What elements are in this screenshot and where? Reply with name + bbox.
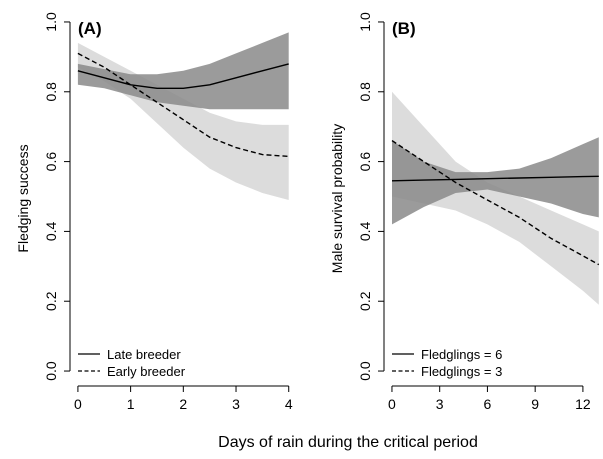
confidence-band-a-0 [77, 32, 289, 110]
legend-label-a-1: Early breeder [107, 364, 186, 379]
legend-label-a-0: Late breeder [107, 347, 181, 362]
y-axis-title-a: Fledging success [15, 144, 31, 252]
y-tick-label-a-1: 0.2 [43, 291, 59, 311]
x-tick-label-a-0: 0 [74, 396, 82, 412]
legend-label-b-1: Fledglings = 3 [421, 364, 502, 379]
y-tick-label-b-0: 0.0 [357, 361, 373, 381]
x-tick-label-a-3: 3 [232, 396, 240, 412]
y-tick-label-a-2: 0.4 [43, 221, 59, 241]
y-axis-title-b: Male survival probability [329, 124, 345, 273]
series-line-a-1 [77, 52, 289, 158]
x-tick-label-b-1: 3 [436, 396, 444, 412]
legend-label-b-0: Fledglings = 6 [421, 347, 502, 362]
y-tick-label-a-3: 0.6 [43, 152, 59, 172]
series-line-b-1 [391, 140, 600, 266]
y-tick-label-a-5: 1.0 [43, 12, 59, 32]
panel-label-b: (B) [392, 19, 416, 38]
x-tick-label-b-2: 6 [484, 396, 492, 412]
confidence-band-b-1 [392, 91, 599, 305]
x-tick-label-a-1: 1 [127, 396, 135, 412]
x-tick-label-b-4: 12 [575, 396, 591, 412]
x-tick-label-a-4: 4 [285, 396, 293, 412]
x-tick-label-b-3: 9 [531, 396, 539, 412]
y-tick-label-a-4: 0.8 [43, 82, 59, 102]
shared-x-axis-label: Days of rain during the critical period [218, 434, 478, 451]
panel-a: 0.0 0.2 0.4 0.6 0.8 1.0 0 1 2 3 4 Fledging success (… [15, 12, 293, 412]
y-tick-label-b-1: 0.2 [357, 291, 373, 311]
y-tick-label-b-5: 1.0 [357, 12, 373, 32]
y-tick-label-b-4: 0.8 [357, 82, 373, 102]
panel-label-a: (A) [78, 19, 102, 38]
y-tick-label-b-3: 0.6 [357, 152, 373, 172]
x-tick-label-b-0: 0 [388, 396, 396, 412]
panel-b: 0.0 0.2 0.4 0.6 0.8 1.0 0 3 6 9 12 Male survival pr… [329, 12, 600, 412]
series-line-b-0 [391, 175, 599, 182]
x-tick-label-a-2: 2 [179, 396, 187, 412]
confidence-band-b-0 [392, 137, 599, 225]
y-tick-label-a-0: 0.0 [43, 361, 59, 381]
series-line-a-0 [77, 63, 289, 90]
y-tick-label-b-2: 0.4 [357, 221, 373, 241]
